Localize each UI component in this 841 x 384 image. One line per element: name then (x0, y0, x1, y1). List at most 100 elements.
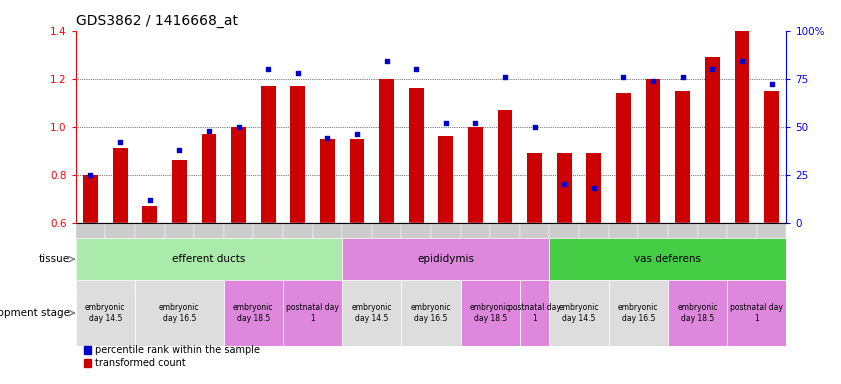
Bar (438, 136, 453, 223)
Text: GDS3862 / 1416668_at: GDS3862 / 1416668_at (76, 14, 238, 28)
Bar (549, 238, 786, 280)
Bar (135, 280, 224, 346)
Bar (520, 280, 549, 346)
Bar (401, 223, 431, 290)
Bar (224, 223, 253, 290)
Point (647, 78, 660, 84)
Bar (557, 153, 572, 223)
Text: embryonic
day 16.5: embryonic day 16.5 (159, 303, 199, 323)
Point (499, 74, 512, 80)
Bar (342, 223, 372, 290)
Bar (609, 223, 638, 290)
Bar (76, 238, 342, 280)
Bar (468, 127, 483, 223)
Point (350, 131, 363, 137)
Bar (320, 139, 335, 223)
Point (735, 58, 748, 65)
Bar (668, 223, 697, 290)
Point (616, 74, 630, 80)
Bar (764, 91, 779, 223)
Bar (409, 88, 424, 223)
Bar (498, 110, 512, 223)
Point (114, 139, 127, 145)
Text: transformed count: transformed count (95, 358, 186, 368)
Point (587, 185, 600, 191)
Bar (113, 148, 128, 223)
Bar (727, 280, 786, 346)
Point (232, 124, 246, 130)
Bar (490, 223, 520, 290)
Bar (342, 280, 401, 346)
Point (202, 127, 215, 134)
Bar (165, 223, 194, 290)
Bar (431, 223, 461, 290)
Bar (734, 31, 749, 223)
Bar (283, 280, 342, 346)
Bar (668, 280, 727, 346)
Bar (705, 57, 720, 223)
Bar (313, 223, 342, 290)
Bar (757, 223, 786, 290)
Text: embryonic
day 18.5: embryonic day 18.5 (233, 303, 273, 323)
Bar (461, 280, 520, 346)
Bar (616, 93, 631, 223)
Bar (142, 206, 157, 223)
Bar (290, 86, 305, 223)
Bar (520, 223, 549, 290)
Point (84, 172, 98, 178)
Text: postnatal day
1: postnatal day 1 (730, 303, 783, 323)
Point (528, 124, 542, 130)
Point (468, 120, 482, 126)
Bar (76, 280, 135, 346)
Bar (579, 223, 609, 290)
Point (172, 147, 186, 153)
Text: embryonic
day 18.5: embryonic day 18.5 (470, 303, 510, 323)
Point (706, 66, 719, 72)
Text: embryonic
day 14.5: embryonic day 14.5 (352, 303, 392, 323)
Text: embryonic
day 14.5: embryonic day 14.5 (85, 303, 125, 323)
Bar (727, 223, 757, 290)
Bar (638, 223, 668, 290)
Bar (135, 223, 165, 290)
Bar (527, 153, 542, 223)
Bar (379, 79, 394, 223)
Bar (224, 280, 283, 346)
Bar (76, 223, 105, 290)
Point (143, 197, 156, 203)
Bar (172, 161, 187, 223)
Bar (401, 280, 461, 346)
Text: vas deferens: vas deferens (634, 254, 701, 264)
Bar (609, 280, 668, 346)
Bar (194, 223, 224, 290)
Point (320, 135, 334, 141)
Bar (461, 223, 490, 290)
Text: percentile rank within the sample: percentile rank within the sample (95, 345, 260, 355)
Point (291, 70, 304, 76)
Bar (253, 223, 283, 290)
Bar (342, 238, 549, 280)
Text: embryonic
day 14.5: embryonic day 14.5 (558, 303, 600, 323)
Text: embryonic
day 16.5: embryonic day 16.5 (618, 303, 659, 323)
Text: embryonic
day 18.5: embryonic day 18.5 (677, 303, 717, 323)
Bar (261, 86, 276, 223)
Bar (586, 153, 601, 223)
Bar (372, 223, 401, 290)
Bar (675, 91, 690, 223)
Point (558, 181, 571, 187)
Bar (350, 139, 364, 223)
Bar (202, 134, 216, 223)
Text: efferent ducts: efferent ducts (172, 254, 246, 264)
Bar (646, 79, 660, 223)
Point (410, 66, 423, 72)
Bar (231, 127, 246, 223)
Bar (549, 280, 609, 346)
Text: postnatal day
1: postnatal day 1 (508, 303, 561, 323)
Text: postnatal day
1: postnatal day 1 (286, 303, 339, 323)
Bar (105, 223, 135, 290)
Point (439, 120, 452, 126)
Text: tissue: tissue (39, 254, 70, 264)
Bar (283, 223, 313, 290)
Bar (549, 223, 579, 290)
Point (380, 58, 394, 65)
Text: development stage: development stage (0, 308, 70, 318)
